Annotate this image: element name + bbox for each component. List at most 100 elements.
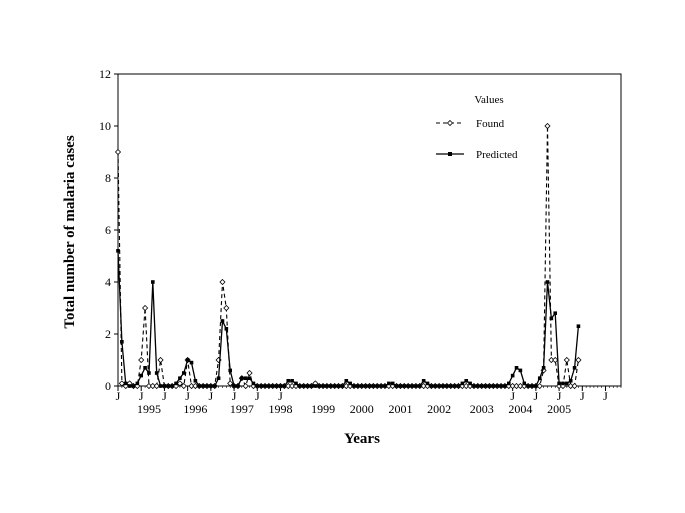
predicted-point (181, 371, 186, 375)
found-point (536, 382, 543, 390)
predicted-point (236, 384, 240, 388)
found-point (223, 304, 230, 312)
predicted-point (212, 384, 217, 388)
predicted-point (402, 384, 407, 388)
y-tick-label: 6 (105, 223, 111, 237)
predicted-point (429, 384, 434, 388)
predicted-point (336, 384, 341, 388)
x-year-label: 1995 (137, 402, 161, 416)
legend: Values Found Predicted (436, 94, 518, 161)
predicted-point (561, 381, 565, 386)
predicted-point (143, 366, 147, 370)
predicted-point (278, 384, 283, 388)
predicted-point (321, 384, 325, 388)
predicted-point (232, 384, 236, 388)
x-year-label: 1999 (311, 402, 335, 416)
predicted-point (127, 384, 132, 388)
predicted-point (456, 384, 461, 388)
predicted-point (410, 384, 414, 388)
legend-title: Values (474, 94, 503, 106)
predicted-point (309, 384, 314, 388)
x-year-label: 2005 (547, 402, 571, 416)
series-group (114, 122, 582, 390)
predicted-point (166, 384, 171, 388)
predicted-point (476, 384, 480, 388)
predicted-point (491, 384, 496, 388)
x-tick-label: J (185, 389, 190, 403)
y-tick-label: 12 (99, 67, 111, 81)
predicted-point (356, 384, 360, 388)
y-tick-label: 10 (99, 119, 111, 133)
predicted-point (565, 381, 569, 386)
found-point (157, 356, 164, 364)
y-axis-title: Total number of malaria cases (62, 135, 78, 328)
found-point (563, 356, 570, 364)
predicted-point (448, 384, 453, 388)
predicted-point (274, 384, 279, 388)
predicted-point (452, 384, 457, 388)
predicted-point (495, 384, 499, 388)
predicted-point (201, 384, 205, 388)
x-tick-label: J (580, 389, 585, 403)
x-year-label: 2003 (470, 402, 494, 416)
predicted-point (205, 384, 209, 388)
predicted-point (545, 280, 550, 284)
predicted-point (267, 384, 271, 388)
found-point (575, 356, 582, 364)
predicted-point (568, 379, 573, 383)
x-tick-label: J (162, 389, 167, 403)
found-point (153, 382, 160, 390)
x-tick-label: J (534, 389, 539, 403)
predicted-point (224, 327, 229, 331)
predicted-point (375, 384, 380, 388)
found-point (246, 369, 253, 377)
predicted-point (549, 316, 554, 321)
predicted-point (387, 381, 391, 386)
predicted-point (189, 360, 194, 365)
predicted-point (243, 376, 248, 380)
predicted-point (390, 381, 395, 386)
predicted-point (332, 384, 337, 388)
predicted-point (116, 249, 120, 253)
legend-label: Found (476, 118, 505, 130)
predicted-point (158, 384, 163, 388)
predicted-point (526, 384, 530, 388)
predicted-point (506, 381, 511, 386)
predicted-point (317, 384, 321, 388)
predicted-point (251, 381, 256, 386)
predicted-point (170, 384, 174, 388)
predicted-point (572, 366, 577, 370)
predicted-point (301, 384, 306, 388)
predicted-point (534, 384, 538, 388)
found-point (571, 382, 578, 390)
found-point (180, 382, 187, 390)
predicted-point (367, 384, 372, 388)
legend-predicted-marker (448, 152, 452, 156)
predicted-point (414, 384, 418, 388)
predicted-point (344, 379, 349, 383)
predicted-point (541, 366, 546, 370)
predicted-point (282, 384, 287, 388)
found-point (138, 356, 145, 364)
found-point (142, 304, 149, 312)
x-tick-label: J (139, 389, 144, 403)
y-tick-label: 0 (105, 379, 111, 393)
predicted-point (162, 384, 167, 388)
predicted-point (329, 384, 333, 388)
predicted-point (487, 384, 492, 388)
predicted-point (298, 384, 302, 388)
predicted-point (425, 381, 430, 386)
found-point (227, 380, 234, 387)
predicted-point (209, 384, 213, 388)
y-tick-label: 8 (105, 171, 111, 185)
predicted-point (340, 384, 345, 388)
predicted-point (178, 376, 182, 380)
x-tick-label: J (510, 389, 515, 403)
y-tick-label: 4 (105, 275, 111, 289)
predicted-point (468, 381, 472, 386)
predicted-point (383, 384, 387, 388)
predicted-point (270, 384, 275, 388)
found-series-line (117, 125, 579, 388)
